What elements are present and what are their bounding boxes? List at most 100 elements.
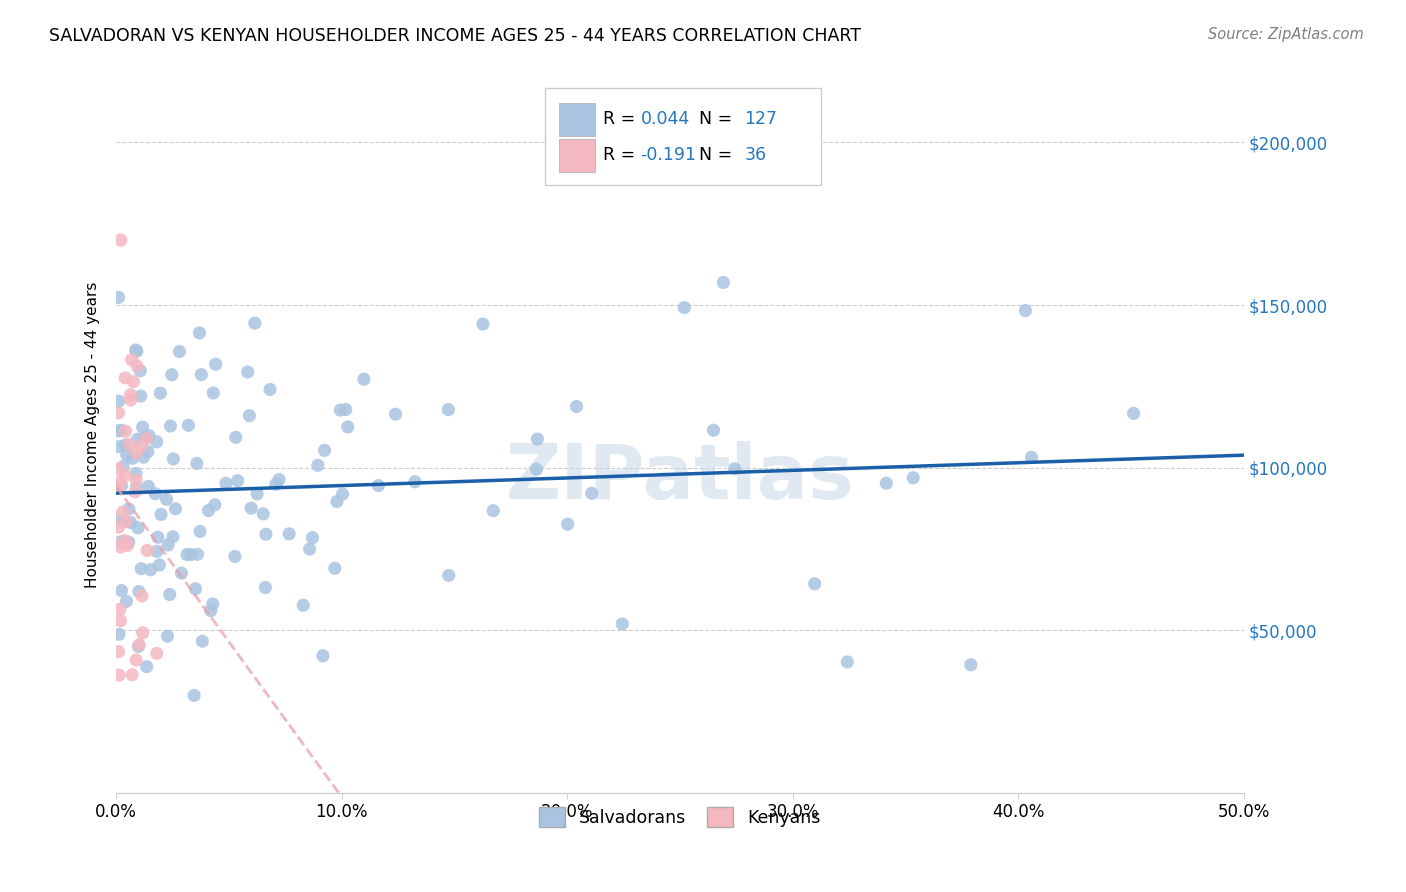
Text: ZIPatlas: ZIPatlas	[506, 442, 855, 516]
Point	[117, 538, 139, 552]
Point	[353, 372, 375, 386]
Point	[1014, 303, 1036, 318]
Point	[118, 502, 141, 516]
Point	[108, 480, 131, 494]
Point	[120, 516, 142, 530]
Point	[177, 418, 200, 433]
Point	[114, 424, 136, 438]
Point	[837, 655, 859, 669]
Point	[134, 432, 156, 446]
Point	[125, 467, 148, 481]
Point	[120, 393, 142, 408]
Point	[1021, 450, 1043, 465]
Point	[125, 343, 148, 357]
FancyBboxPatch shape	[544, 88, 821, 185]
Point	[176, 548, 198, 562]
Point	[107, 513, 129, 527]
Point	[118, 535, 141, 549]
Point	[129, 364, 152, 378]
Point	[162, 451, 184, 466]
Point	[114, 468, 136, 483]
Text: R =: R =	[603, 145, 641, 164]
Point	[437, 402, 460, 417]
Point	[252, 507, 274, 521]
Point	[723, 462, 745, 476]
Point	[155, 492, 177, 507]
Point	[238, 409, 260, 423]
Point	[186, 547, 208, 561]
Point	[526, 462, 548, 476]
Point	[298, 542, 321, 557]
Point	[254, 581, 277, 595]
Text: 127: 127	[744, 110, 778, 128]
Point	[165, 501, 187, 516]
Point	[188, 326, 211, 340]
Point	[129, 389, 152, 403]
Point	[384, 407, 406, 421]
Point	[112, 459, 135, 474]
Point	[114, 533, 136, 548]
Point	[190, 368, 212, 382]
Point	[186, 457, 208, 471]
Point	[114, 371, 136, 385]
Point	[225, 430, 247, 444]
Point	[132, 450, 155, 465]
Point	[131, 420, 153, 434]
Point	[183, 689, 205, 703]
Point	[111, 423, 134, 437]
Point	[184, 582, 207, 596]
Point	[180, 548, 202, 562]
Text: 36: 36	[744, 145, 766, 164]
Point	[278, 526, 301, 541]
Point	[127, 521, 149, 535]
Legend: Salvadorans, Kenyans: Salvadorans, Kenyans	[533, 800, 828, 834]
Point	[121, 352, 143, 367]
Point	[301, 531, 323, 545]
Point	[125, 473, 148, 487]
Point	[107, 520, 129, 534]
Point	[131, 589, 153, 603]
Point	[471, 317, 494, 331]
Point	[115, 448, 138, 462]
Point	[128, 584, 150, 599]
Point	[188, 524, 211, 539]
Point	[323, 561, 346, 575]
Point	[1122, 406, 1144, 420]
Text: N =: N =	[688, 110, 738, 128]
Point	[107, 424, 129, 438]
Text: Source: ZipAtlas.com: Source: ZipAtlas.com	[1208, 27, 1364, 42]
Point	[246, 487, 269, 501]
Point	[124, 484, 146, 499]
Point	[711, 276, 734, 290]
Point	[702, 423, 724, 437]
Point	[125, 344, 148, 359]
Point	[108, 668, 131, 682]
Point	[437, 568, 460, 582]
Point	[146, 530, 169, 544]
Point	[118, 437, 141, 451]
Point	[131, 626, 153, 640]
Y-axis label: Householder Income Ages 25 - 44 years: Householder Income Ages 25 - 44 years	[86, 282, 100, 589]
Point	[127, 432, 149, 446]
Text: SALVADORAN VS KENYAN HOUSEHOLDER INCOME AGES 25 - 44 YEARS CORRELATION CHART: SALVADORAN VS KENYAN HOUSEHOLDER INCOME …	[49, 27, 862, 45]
Point	[160, 368, 183, 382]
Text: -0.191: -0.191	[641, 145, 696, 164]
Point	[149, 386, 172, 401]
Point	[243, 316, 266, 330]
Point	[145, 646, 167, 660]
Point	[114, 438, 136, 452]
Point	[148, 558, 170, 572]
Point	[149, 508, 172, 522]
Point	[143, 486, 166, 500]
Point	[138, 428, 160, 442]
Point	[110, 540, 132, 554]
Point	[224, 549, 246, 564]
Point	[156, 629, 179, 643]
Point	[307, 458, 329, 473]
Point	[236, 365, 259, 379]
Point	[254, 527, 277, 541]
Point	[110, 475, 132, 489]
Point	[107, 394, 129, 409]
Point	[557, 517, 579, 532]
Point	[197, 503, 219, 517]
